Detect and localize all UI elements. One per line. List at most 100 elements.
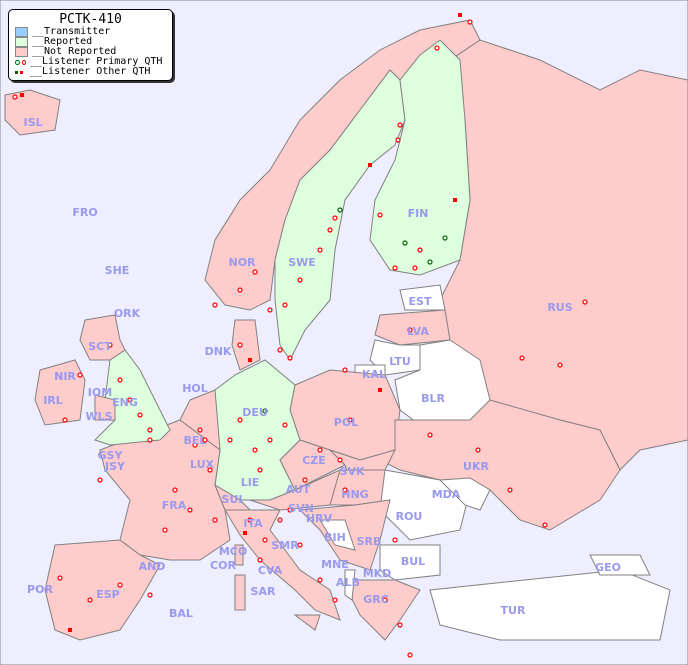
listener-primary-qth-marker bbox=[147, 592, 153, 598]
country-bul bbox=[379, 544, 441, 581]
listener-primary-qth-marker bbox=[407, 327, 413, 333]
listener-primary-qth-marker bbox=[542, 522, 548, 528]
listener-primary-qth-marker bbox=[257, 467, 263, 473]
country-label-hol: HOL bbox=[182, 382, 208, 395]
country-label-lux: LUX bbox=[190, 458, 215, 471]
country-label-deu: DEU bbox=[242, 406, 268, 419]
listener-primary-qth-marker bbox=[347, 417, 353, 423]
country-label-ork: ORK bbox=[114, 307, 141, 320]
listener-primary-qth-marker bbox=[77, 372, 83, 378]
not-reported-swatch bbox=[15, 47, 28, 57]
listener-primary-qth-marker bbox=[252, 447, 258, 453]
listener-primary-qth-marker bbox=[377, 212, 383, 218]
country-label-swe: SWE bbox=[288, 256, 316, 269]
country-label-mco: MCO bbox=[219, 545, 247, 558]
country-mda bbox=[438, 477, 491, 511]
country-label-fro: FRO bbox=[72, 206, 97, 219]
country-label-mda: MDA bbox=[432, 488, 461, 501]
country-label-wls: WLS bbox=[85, 410, 112, 423]
listener-primary-qth-marker bbox=[327, 227, 333, 233]
country-label-irl: IRL bbox=[43, 394, 63, 407]
listener-other-qth-marker bbox=[20, 93, 24, 97]
country-label-aut: AUT bbox=[286, 483, 311, 496]
country-label-dnk: DNK bbox=[205, 345, 232, 358]
country-label-nor: NOR bbox=[228, 256, 256, 269]
listener-primary-qth-marker bbox=[117, 377, 123, 383]
country-fra bbox=[99, 419, 231, 561]
listener-primary-qth-marker bbox=[402, 240, 408, 246]
listener-primary-qth-marker bbox=[97, 477, 103, 483]
listener-primary-qth-marker bbox=[237, 417, 243, 423]
listener-primary-qth-marker bbox=[467, 19, 473, 25]
listener-primary-qth-marker bbox=[227, 437, 233, 443]
country-sic bbox=[293, 614, 321, 631]
country-label-esp: ESP bbox=[96, 588, 120, 601]
listener-primary-qth-marker bbox=[277, 517, 283, 523]
listener-primary-qth-marker bbox=[332, 215, 338, 221]
listener-other-qth-marker bbox=[243, 531, 247, 535]
country-label-blr: BLR bbox=[421, 392, 445, 405]
country-label-sui: SUI bbox=[222, 493, 243, 506]
listener-primary-qth-marker bbox=[475, 447, 481, 453]
listener-primary-qth-marker bbox=[267, 307, 273, 313]
country-swe bbox=[274, 69, 406, 361]
country-label-ukr: UKR bbox=[463, 460, 489, 473]
listener-primary-qth-marker bbox=[427, 432, 433, 438]
country-label-hng: HNG bbox=[341, 488, 368, 501]
listener-primary-qth-marker bbox=[507, 487, 513, 493]
listener-primary-qth-marker bbox=[337, 207, 343, 213]
listener-primary-qth-marker bbox=[519, 355, 525, 361]
legend-label: __Reported bbox=[32, 36, 93, 47]
legend-primary: __Listener Primary QTH bbox=[15, 57, 172, 67]
listener-primary-qth-marker bbox=[237, 287, 243, 293]
listener-primary-qth-marker bbox=[237, 342, 243, 348]
country-label-svn: SVN bbox=[288, 502, 314, 515]
listener-primary-qth-marker bbox=[12, 94, 18, 100]
listener-primary-qth-marker bbox=[392, 537, 398, 543]
country-label-rus: RUS bbox=[547, 301, 572, 314]
country-label-tur: TUR bbox=[501, 604, 526, 617]
listener-other-qth-marker bbox=[458, 13, 462, 17]
country-label-gsy: GSY bbox=[98, 449, 124, 462]
legend: PCTK-410 __Transmitter __Reported __Not … bbox=[8, 9, 173, 81]
listener-primary-qth-marker bbox=[262, 537, 268, 543]
transmitter-swatch bbox=[15, 27, 28, 37]
listener-other-qth-marker bbox=[248, 358, 252, 362]
listener-primary-qth-marker bbox=[137, 412, 143, 418]
country-ita bbox=[224, 509, 341, 621]
legend-title: PCTK-410 bbox=[59, 12, 122, 27]
country-irl bbox=[34, 359, 86, 426]
country-label-eng: ENG bbox=[112, 396, 138, 409]
country-label-mne: MNE bbox=[321, 558, 349, 571]
country-label-alb: ALB bbox=[336, 576, 360, 589]
listener-other-qth-marker bbox=[378, 388, 382, 392]
listener-primary-qth-marker bbox=[557, 362, 563, 368]
listener-primary-qth-marker bbox=[287, 507, 293, 513]
country-wls bbox=[94, 394, 116, 421]
listener-primary-qth-marker bbox=[282, 302, 288, 308]
country-cor bbox=[234, 544, 244, 566]
listener-primary-qth-marker bbox=[434, 45, 440, 51]
legend-other: __Listener Other QTH bbox=[15, 67, 172, 77]
listener-primary-qth-marker bbox=[192, 442, 198, 448]
country-label-srb: SRB bbox=[357, 535, 382, 548]
listener-primary-qth-marker bbox=[247, 517, 253, 523]
country-label-bih: BIH bbox=[324, 531, 346, 544]
listener-primary-qth-marker bbox=[297, 542, 303, 548]
listener-primary-qth-marker bbox=[417, 247, 423, 253]
country-geo bbox=[589, 554, 651, 576]
country-fin bbox=[369, 39, 471, 276]
country-label-ltu: LTU bbox=[389, 355, 411, 368]
listener-primary-qth-marker bbox=[337, 457, 343, 463]
listener-primary-qth-marker bbox=[147, 427, 153, 433]
listener-primary-qth-marker bbox=[332, 597, 338, 603]
listener-primary-qth-marker bbox=[302, 477, 308, 483]
reported-swatch bbox=[15, 37, 28, 47]
country-label-kal: KAL bbox=[362, 368, 386, 381]
country-label-jsy: JSY bbox=[104, 460, 126, 473]
country-label-bul: BUL bbox=[401, 555, 425, 568]
country-dnk bbox=[231, 319, 261, 371]
listener-primary-qth-marker bbox=[317, 247, 323, 253]
